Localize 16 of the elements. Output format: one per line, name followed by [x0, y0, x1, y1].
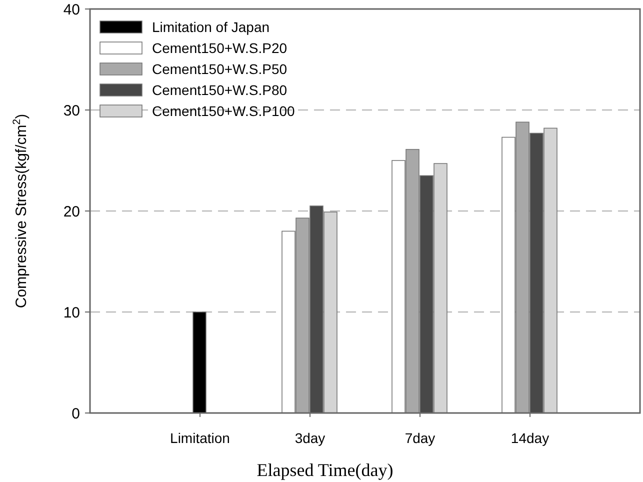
y-tick-label: 0 [72, 405, 80, 422]
x-tick-label: 14day [510, 430, 550, 446]
y-tick-label: 10 [63, 304, 80, 322]
legend-label: Cement150+W.S.P50 [152, 60, 288, 77]
x-tick-label: Limitation [170, 430, 230, 446]
legend-label: Limitation of Japan [152, 18, 270, 35]
legend-label: Cement150+W.S.P80 [152, 82, 288, 98]
x-tick-label: 7day [404, 430, 436, 446]
x-axis-title: Elapsed Time(day) [256, 460, 394, 480]
y-tick-label: 30 [63, 102, 80, 120]
bar [192, 312, 206, 414]
x-tick-label: 3day [294, 430, 326, 446]
legend-label: Cement150+W.S.P20 [152, 40, 288, 56]
legend-label: Cement150+W.S.P100 [152, 102, 296, 119]
y-tick-label: 20 [63, 203, 80, 220]
y-tick-label: 40 [63, 1, 80, 18]
